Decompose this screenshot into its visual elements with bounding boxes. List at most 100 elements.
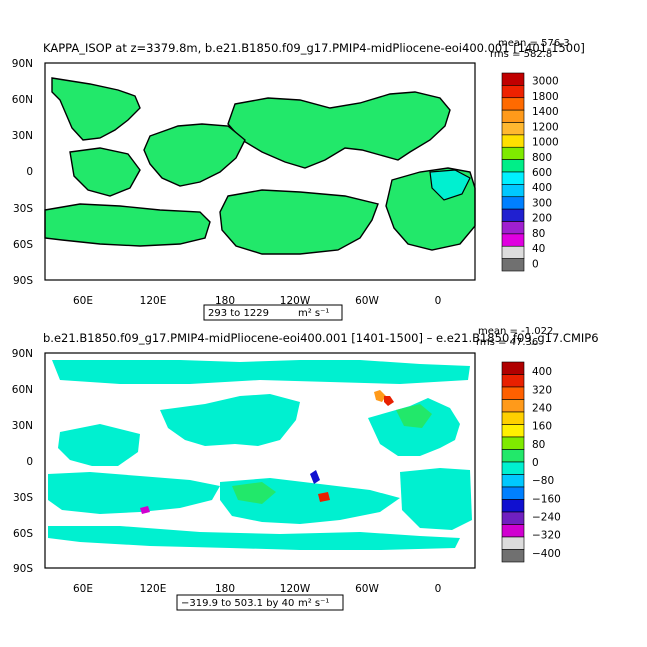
panel-1-x-tick-label: 180 (215, 295, 235, 307)
panel-1-colorbar-swatch (501, 72, 525, 86)
panel-1: KAPPA_ISOP at z=3379.8m, b.e21.B1850.f09… (12, 38, 585, 321)
panel-1-mean: mean = 576.3 (498, 38, 570, 49)
panel-2-colorbar-swatch (501, 461, 525, 475)
panel-2-range-box (176, 594, 344, 611)
panel-1-y-tick-label: 30N (12, 130, 33, 142)
panel-1-frame (44, 62, 476, 281)
panel-1-y-tick-label: 90S (13, 275, 33, 287)
panel-2-region (48, 526, 460, 550)
panel-2-region (310, 470, 320, 484)
panel-2-colorbar-label: 400 (532, 366, 552, 378)
panel-1-rms: rms = 582.8 (490, 49, 552, 60)
panel-2-colorbar-label: 320 (532, 384, 552, 396)
panel-1-range-units: m² s⁻¹ (298, 308, 329, 319)
panel-1-x-tick-label: 120W (280, 295, 311, 307)
panel-2-colorbar-swatch (501, 474, 525, 488)
panel-2-colorbar-swatch (501, 424, 525, 438)
panel-2-region (58, 424, 140, 466)
panel-2-colorbar-label: 80 (532, 439, 545, 451)
panel-2-colorbar-swatch (501, 361, 525, 375)
panel-1-colorbar-swatch (501, 245, 525, 259)
panel-2-frame (44, 352, 476, 569)
panel-2-colorbar: 400 320 240 160 80 0 −80 −160 −240 −320 −400 (501, 361, 561, 563)
panel-1-colorbar-swatch (501, 134, 525, 148)
panel-1-range-box (203, 304, 343, 321)
panel-2-region (318, 492, 330, 502)
panel-1-x-tick-label: 0 (435, 295, 442, 307)
panel-1-x-axis: 60E 120E 180 120W 60W 0 (73, 295, 441, 307)
panel-1-colorbar-label: 1000 (532, 137, 559, 149)
panel-2-colorbar-swatch (501, 386, 525, 400)
panel-1-colorbar-swatch (501, 208, 525, 222)
panel-1-colorbar-label: 400 (532, 182, 552, 194)
panel-2-colorbar-label: −80 (532, 475, 554, 487)
panel-1-x-tick-label: 60E (73, 295, 93, 307)
panel-1-colorbar-label: 1800 (532, 91, 559, 103)
panel-1-colorbar-label: 0 (532, 258, 539, 270)
panel-1-colorbar-swatch (501, 85, 525, 99)
panel-2-colorbar-swatch (501, 399, 525, 413)
panel-1-colorbar-label: 3000 (532, 76, 559, 88)
panel-1-colorbar-label: 300 (532, 197, 552, 209)
panel-2-y-tick-label: 90S (13, 563, 33, 575)
panel-2-y-tick-label: 30S (13, 492, 33, 504)
panel-2-colorbar-swatch (501, 499, 525, 513)
panel-1-colorbar-swatch (501, 221, 525, 235)
panel-2-x-tick-label: 60E (73, 583, 93, 595)
panel-2-region (374, 390, 386, 402)
panel-1-field (44, 77, 476, 255)
panel-1-colorbar-swatch (501, 184, 525, 198)
panel-2-x-tick-label: 180 (215, 583, 235, 595)
panel-2-rms: rms = 47.36 (476, 337, 538, 348)
panel-2-range-units: m² s⁻¹ (298, 598, 329, 609)
panel-1-colorbar-label: 1400 (532, 106, 559, 118)
panel-2-region (400, 468, 472, 530)
panel-2-colorbar-swatch (501, 524, 525, 538)
panel-1-colorbar-label: 80 (532, 228, 545, 240)
panel-1-y-tick-label: 0 (26, 166, 33, 178)
panel-1-y-tick-label: 30S (13, 203, 33, 215)
panel-2-region (232, 482, 276, 504)
panel-2-colorbar-label: 160 (532, 421, 552, 433)
panel-2-colorbar-label: −240 (532, 512, 561, 524)
panel-1-colorbar-label: 800 (532, 152, 552, 164)
panel-1-region (429, 169, 471, 201)
panel-2-y-tick-label: 60S (13, 528, 33, 540)
panel-2-y-tick-label: 0 (26, 456, 33, 468)
panel-1-colorbar-label: 600 (532, 167, 552, 179)
panel-1-y-tick-label: 60N (12, 94, 33, 106)
panel-1-colorbar-swatch (501, 97, 525, 111)
panel-2-colorbar-swatch (501, 549, 525, 563)
panel-1-colorbar-swatch (501, 159, 525, 173)
panel-1-colorbar-swatch (501, 233, 525, 247)
panel-2-colorbar-swatch (501, 536, 525, 550)
panel-2-colorbar-label: 240 (532, 402, 552, 414)
panel-2-field (48, 360, 472, 550)
panel-2-mean: mean = -1.022 (478, 326, 553, 337)
panel-1-colorbar-label: 200 (532, 213, 552, 225)
panel-2-region (160, 394, 300, 446)
panel-2-region (140, 506, 150, 514)
panel-1-region (227, 91, 451, 169)
panel-1-colorbar-swatch (501, 122, 525, 136)
panel-1-colorbar-swatch (501, 171, 525, 185)
panel-2-colorbar-label: −160 (532, 493, 561, 505)
panel-1-region (69, 147, 141, 197)
panel-2-region (52, 360, 470, 384)
panel-1-title: KAPPA_ISOP at z=3379.8m, b.e21.B1850.f09… (43, 41, 585, 55)
panel-2-colorbar-swatch (501, 511, 525, 525)
panel-2-x-tick-label: 0 (435, 583, 442, 595)
panel-1-y-axis: 90N 60N 30N 0 30S 60S 90S (12, 58, 34, 287)
panel-2-y-tick-label: 30N (12, 420, 33, 432)
panel-1-colorbar-label: 40 (532, 243, 545, 255)
panel-2-colorbar-swatch (501, 411, 525, 425)
panel-2-x-tick-label: 120W (280, 583, 311, 595)
panel-2-colorbar-label: −400 (532, 548, 561, 560)
panel-1-region (44, 203, 211, 247)
panel-1-y-tick-label: 60S (13, 239, 33, 251)
panel-1-x-tick-label: 60W (355, 295, 379, 307)
panel-1-x-tick-label: 120E (140, 295, 167, 307)
panel-2: b.e21.B1850.f09_g17.PMIP4-midPliocene-eo… (12, 326, 599, 611)
